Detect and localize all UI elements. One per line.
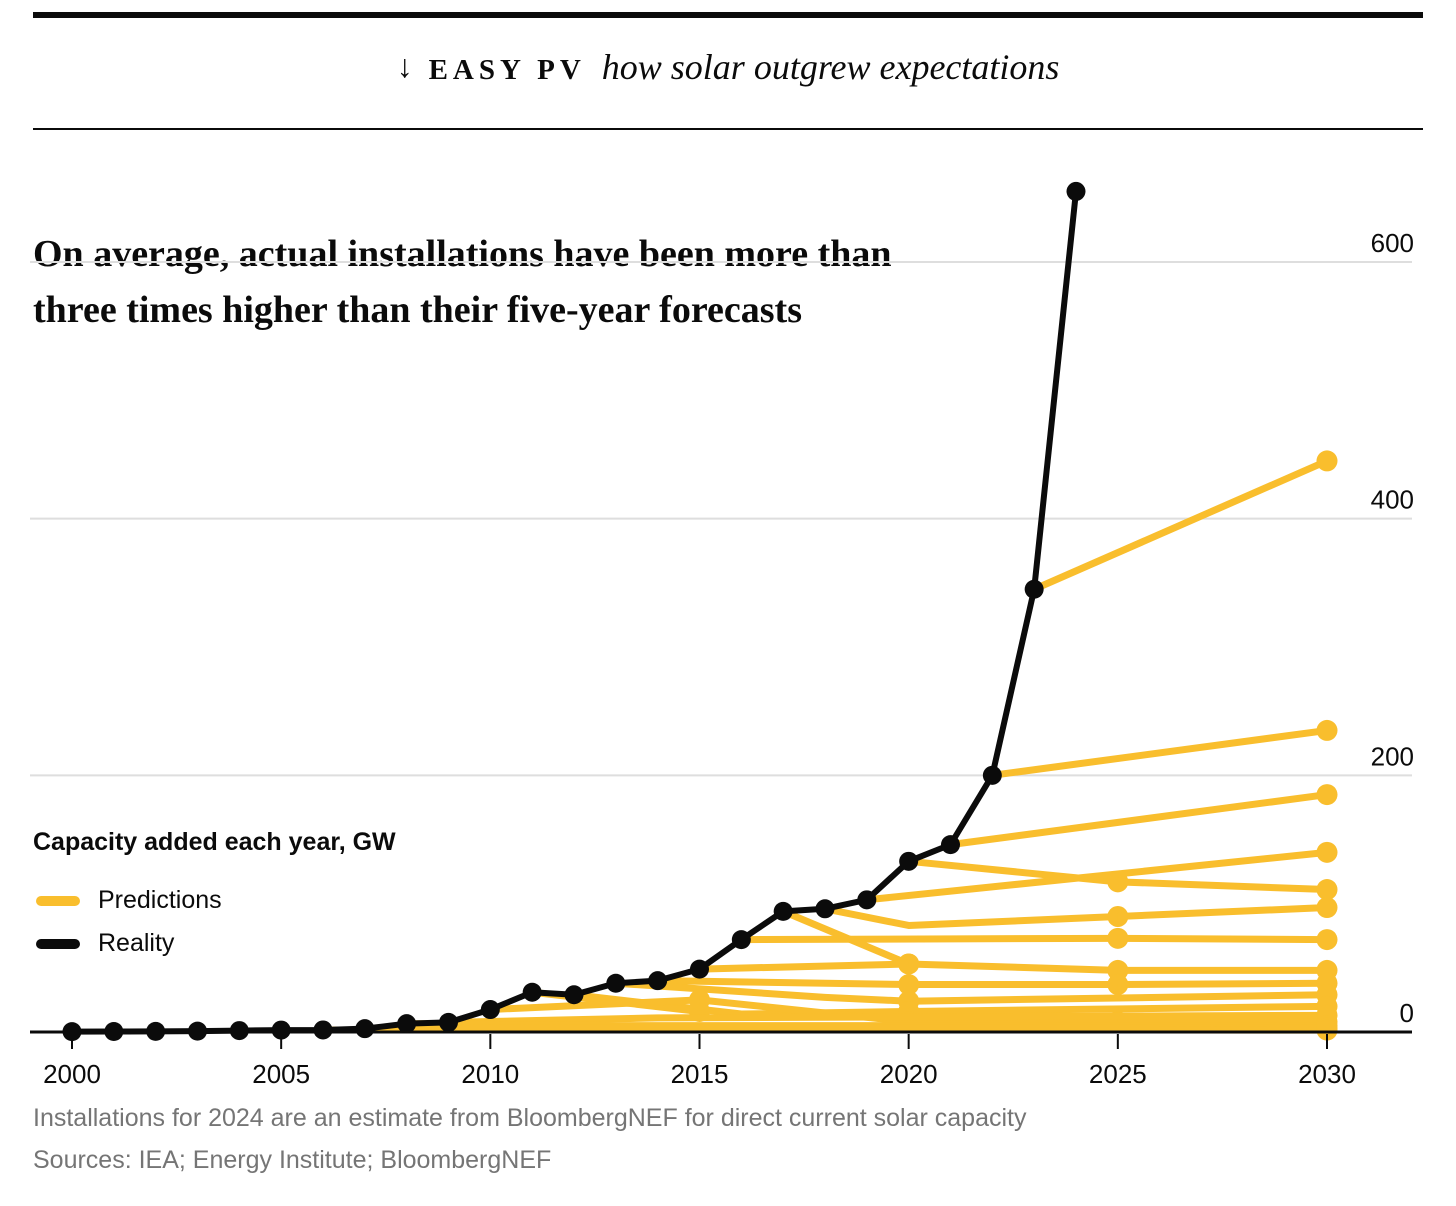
prediction-line-4: [1117, 878, 1328, 894]
reality-point-dot-2000: [62, 1022, 82, 1042]
reality-point-dot-2009: [438, 1012, 458, 1032]
reality-line: [71, 191, 1079, 1035]
prediction-line-2: [950, 791, 1328, 849]
reality-point-dot-2012: [564, 985, 584, 1005]
prediction-line-20: [908, 1002, 1328, 1015]
reality-point-dot-2019: [857, 890, 877, 910]
reality-point-dot-2022: [982, 765, 1002, 785]
prediction-line-26: [448, 1011, 1328, 1026]
legend-label-predictions: Predictions: [98, 886, 222, 914]
x-axis-label-2010: 2010: [461, 1059, 519, 1089]
footnote-note: Installations for 2024 are an estimate f…: [33, 1104, 1027, 1132]
prediction-line-6: [824, 905, 1118, 929]
reality-point-dot-2001: [104, 1021, 124, 1041]
reality-point-dot-2018: [815, 899, 835, 919]
prediction-line-18: [908, 991, 1328, 1005]
reality-point-dot-2002: [146, 1021, 166, 1041]
down-arrow-icon: ↓: [396, 48, 413, 84]
subtitle: On average, actual installations have be…: [33, 226, 1013, 338]
reality-point-dot-2017: [773, 901, 793, 921]
reality-point-dot-2023: [1024, 579, 1044, 599]
prediction-endpoint-dot-7: [1316, 897, 1338, 919]
prediction-line-7: [1117, 904, 1328, 920]
x-axis-label-2005: 2005: [252, 1059, 310, 1089]
reality-point-dot-2015: [689, 959, 709, 979]
unit-label: Capacity added each year, GW: [33, 828, 396, 856]
reality-point-dot-2020: [899, 851, 919, 871]
footnote-sources: Sources: IEA; Energy Institute; Bloomber…: [33, 1146, 552, 1174]
y-axis-label-200: 200: [1371, 741, 1414, 771]
subtitle-line-2: three times higher than their five-year …: [33, 289, 802, 331]
x-axis-label-2025: 2025: [1089, 1059, 1147, 1089]
reality-point-dot-2006: [313, 1020, 333, 1040]
prediction-line-9: [1117, 934, 1328, 944]
prediction-endpoint-dot-5: [1316, 841, 1338, 863]
prediction-endpoint-dot-2: [1316, 784, 1338, 806]
reality-point-dot-2014: [648, 971, 668, 991]
prediction-endpoint-dot-29: [1316, 1019, 1338, 1041]
legend-item-predictions: Predictions: [36, 886, 222, 915]
prediction-endpoint-dot-0: [1316, 450, 1338, 472]
prediction-line-22: [490, 996, 700, 1014]
reality-point-dot-2016: [731, 930, 751, 950]
predictions-swatch-icon: [36, 895, 80, 906]
prediction-endpoint-dot-9: [1316, 929, 1338, 951]
legend: Predictions Reality: [36, 886, 222, 958]
x-axis-label-2030: 2030: [1298, 1059, 1356, 1089]
chart-title: how solar outgrew expectations: [601, 47, 1060, 87]
reality-point-dot-2008: [397, 1014, 417, 1034]
top-rule: [33, 12, 1423, 18]
legend-label-reality: Reality: [98, 929, 175, 957]
prediction-line-8: [741, 934, 1118, 944]
prediction-line-5: [866, 848, 1328, 904]
x-axis-label-2000: 2000: [43, 1059, 101, 1089]
reality-point-dot-2021: [940, 835, 960, 855]
prediction-line-17: [615, 979, 909, 1005]
y-axis-label-400: 400: [1371, 485, 1414, 515]
legend-item-reality: Reality: [36, 929, 222, 958]
reality-point-dot-2003: [187, 1021, 207, 1041]
x-axis-label-2020: 2020: [880, 1059, 938, 1089]
prediction-line-12: [908, 960, 1118, 974]
reality-point-dot-2013: [606, 973, 626, 993]
header: ↓ EASY PV how solar outgrew expectations: [0, 46, 1456, 88]
prediction-line-14: [657, 977, 909, 989]
reality-point-dot-2010: [480, 1000, 500, 1020]
y-axis-label-0: 0: [1400, 998, 1414, 1028]
header-divider-rule: [33, 128, 1423, 130]
prediction-line-10: [781, 908, 911, 968]
reality-point-dot-2011: [522, 982, 542, 1002]
prediction-endpoint-dot-4: [1316, 879, 1338, 901]
prediction-endpoint-dot-1: [1316, 719, 1338, 741]
reality-point-dot-2005: [271, 1020, 291, 1040]
y-axis-label-600: 600: [1371, 228, 1414, 258]
subtitle-line-1: On average, actual installations have be…: [33, 233, 892, 275]
reality-swatch-icon: [36, 938, 80, 949]
prediction-line-0: [1032, 457, 1329, 593]
reality-point-dot-2007: [355, 1019, 375, 1039]
prediction-line-16: [1117, 979, 1328, 989]
x-axis-label-2015: 2015: [671, 1059, 729, 1089]
prediction-line-11: [699, 960, 909, 973]
series-kicker: EASY PV: [428, 54, 586, 86]
prediction-line-1: [991, 726, 1328, 779]
reality-point-dot-2004: [229, 1021, 249, 1041]
reality-point-dot-2024: [1066, 181, 1086, 201]
